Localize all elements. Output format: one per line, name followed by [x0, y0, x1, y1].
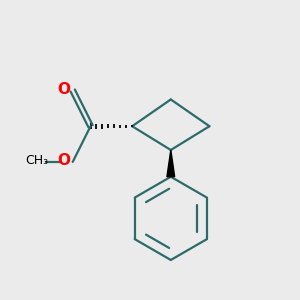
Text: CH₃: CH₃ [26, 154, 49, 167]
Text: O: O [57, 153, 70, 168]
Polygon shape [167, 150, 175, 177]
Text: O: O [57, 82, 70, 97]
